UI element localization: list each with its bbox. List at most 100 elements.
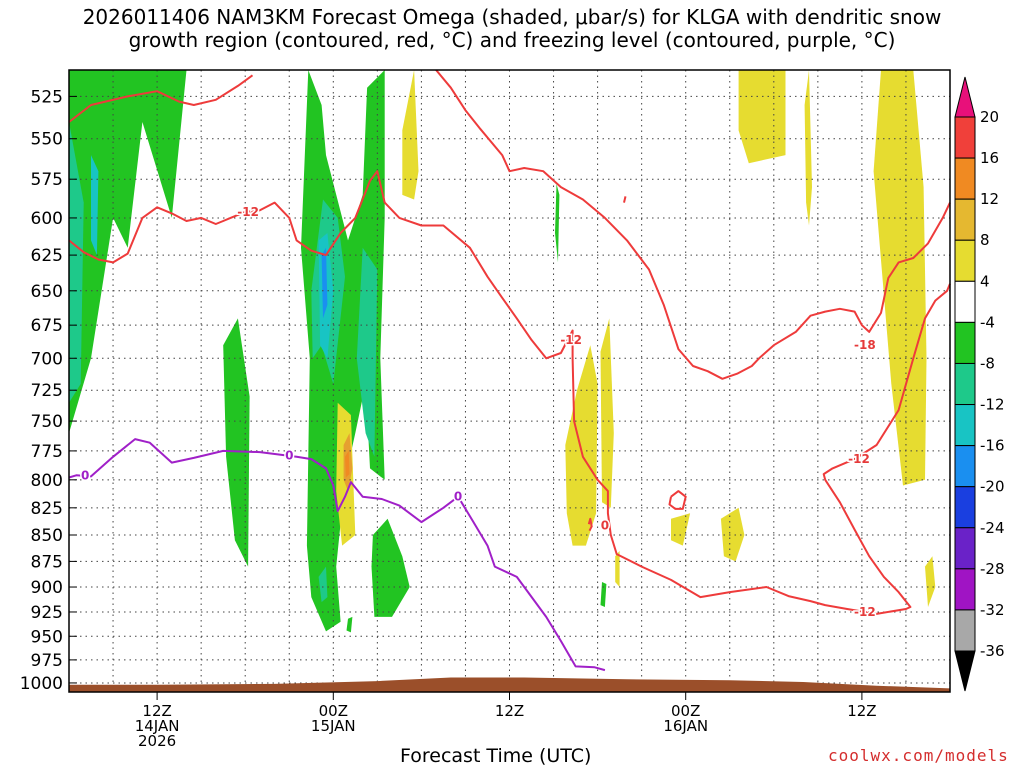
omega-shaded-region — [69, 70, 187, 434]
contour-label: 0 — [285, 449, 293, 463]
colorbar-band — [954, 362, 976, 406]
y-tick-label: 550 — [31, 130, 63, 150]
colorbar-label: 12 — [980, 190, 999, 208]
x-axis-title: Forecast Time (UTC) — [400, 745, 592, 767]
omega-shaded-region — [555, 183, 560, 263]
contour-label: 0 — [81, 468, 89, 482]
colorbar-label: 8 — [980, 231, 990, 249]
omega-shaded-region — [318, 566, 328, 603]
colorbar-band — [954, 609, 976, 652]
colorbar-label: -12 — [980, 396, 1005, 414]
colorbar-label: -24 — [980, 519, 1005, 537]
isotherm-minus-12c-line — [587, 517, 593, 532]
omega-shaded-region — [346, 616, 353, 633]
x-tick-label: 00Z — [671, 702, 700, 720]
colorbar-band — [954, 568, 976, 611]
omega-shaded-region — [600, 582, 607, 607]
contour-label: -12 — [848, 452, 870, 466]
colorbar-label: 4 — [980, 272, 990, 290]
colorbar-label: -16 — [980, 437, 1005, 455]
y-tick-label: 600 — [31, 209, 63, 229]
colorbar-label: 20 — [980, 108, 999, 126]
colorbar-band — [954, 198, 976, 241]
chart-title: 2026011406 NAM3KM Forecast Omega (shaded… — [82, 5, 942, 52]
omega-shaded-region — [321, 247, 328, 319]
source-credit[interactable]: coolwx.com/models — [828, 746, 1009, 765]
colorbar-band — [954, 116, 976, 159]
y-tick-label: 750 — [31, 412, 63, 432]
y-tick-label: 800 — [31, 471, 63, 491]
omega-shaded-region — [223, 318, 250, 567]
colorbar-band — [954, 527, 976, 570]
colorbar-band — [954, 404, 976, 447]
colorbar-min-arrow — [954, 650, 976, 692]
y-tick-label: 675 — [31, 316, 63, 336]
omega-shaded-region — [720, 507, 745, 562]
x-tick-label: 15JAN — [311, 717, 356, 735]
omega-shaded-region — [738, 70, 786, 164]
y-tick-label: 900 — [31, 578, 63, 598]
isotherm-minus-12c-line — [68, 74, 254, 123]
y-tick-label: 775 — [31, 442, 63, 462]
y-tick-label: 950 — [31, 627, 63, 647]
omega-shaded-region — [615, 550, 620, 587]
colorbar-label: -4 — [980, 313, 995, 331]
contour-label: -18 — [854, 338, 876, 352]
omega-shaded-region — [925, 556, 936, 607]
x-tick-label: 14JAN — [135, 717, 180, 735]
omega-shaded-region — [873, 70, 927, 486]
contour-label: -12 — [854, 605, 876, 619]
y-tick-label: 925 — [31, 603, 63, 623]
colorbar-label: -28 — [980, 560, 1005, 578]
contour-label: -12 — [560, 333, 582, 347]
y-tick-label: 625 — [31, 246, 63, 266]
y-tick-label: 1000 — [20, 674, 63, 694]
colorbar-band — [954, 445, 976, 488]
colorbar-label: 16 — [980, 149, 999, 167]
isotherm-minus-12c-line — [68, 170, 951, 615]
colorbar-label: -32 — [980, 601, 1005, 619]
terrain-surface — [69, 677, 950, 692]
omega-shaded-region — [804, 70, 812, 226]
colorbar-label: -8 — [980, 354, 995, 372]
y-tick-label: 875 — [31, 552, 63, 572]
y-tick-label: 975 — [31, 651, 63, 671]
contour-label: -12 — [237, 205, 259, 219]
colorbar-band — [954, 239, 976, 282]
omega-shaded-region — [371, 518, 410, 617]
colorbar-band — [954, 280, 976, 323]
x-tick-label: 12Z — [142, 702, 171, 720]
y-tick-label: 650 — [31, 282, 63, 302]
omega-shaded-region — [600, 318, 614, 508]
colorbar-label: -20 — [980, 478, 1005, 496]
freezing-level-line — [68, 438, 606, 672]
contour-label: 0 — [454, 490, 462, 504]
x-tick-label: 12Z — [495, 702, 524, 720]
x-tick-label: 16JAN — [663, 717, 708, 735]
omega-shaded-region — [91, 155, 99, 256]
colorbar-label: -36 — [980, 642, 1005, 660]
omega-shaded-region — [356, 247, 378, 457]
isotherm-minus-12c-line — [623, 196, 627, 203]
omega-shaded-region — [69, 122, 84, 403]
x-tick-label: 12Z — [847, 702, 876, 720]
y-tick-label: 825 — [31, 499, 63, 519]
colorbar-band — [954, 321, 976, 364]
omega-shaded-region — [402, 70, 419, 200]
x-tick-label: 00Z — [319, 702, 348, 720]
y-tick-label: 850 — [31, 526, 63, 546]
y-tick-label: 700 — [31, 349, 63, 369]
colorbar-max-arrow — [954, 76, 976, 118]
y-tick-label: 725 — [31, 381, 63, 401]
x-tick-label: 2026 — [138, 732, 176, 750]
omega-shaded-region — [345, 450, 350, 478]
isotherm-minus-12c-line — [435, 69, 951, 380]
colorbar-band — [954, 157, 976, 200]
contour-label: 0 — [601, 518, 609, 532]
y-tick-label: 575 — [31, 170, 63, 190]
omega-shaded-region — [565, 345, 598, 546]
isotherm-minus-12c-line — [668, 490, 687, 510]
y-tick-label: 525 — [31, 87, 63, 107]
colorbar-band — [954, 486, 976, 529]
